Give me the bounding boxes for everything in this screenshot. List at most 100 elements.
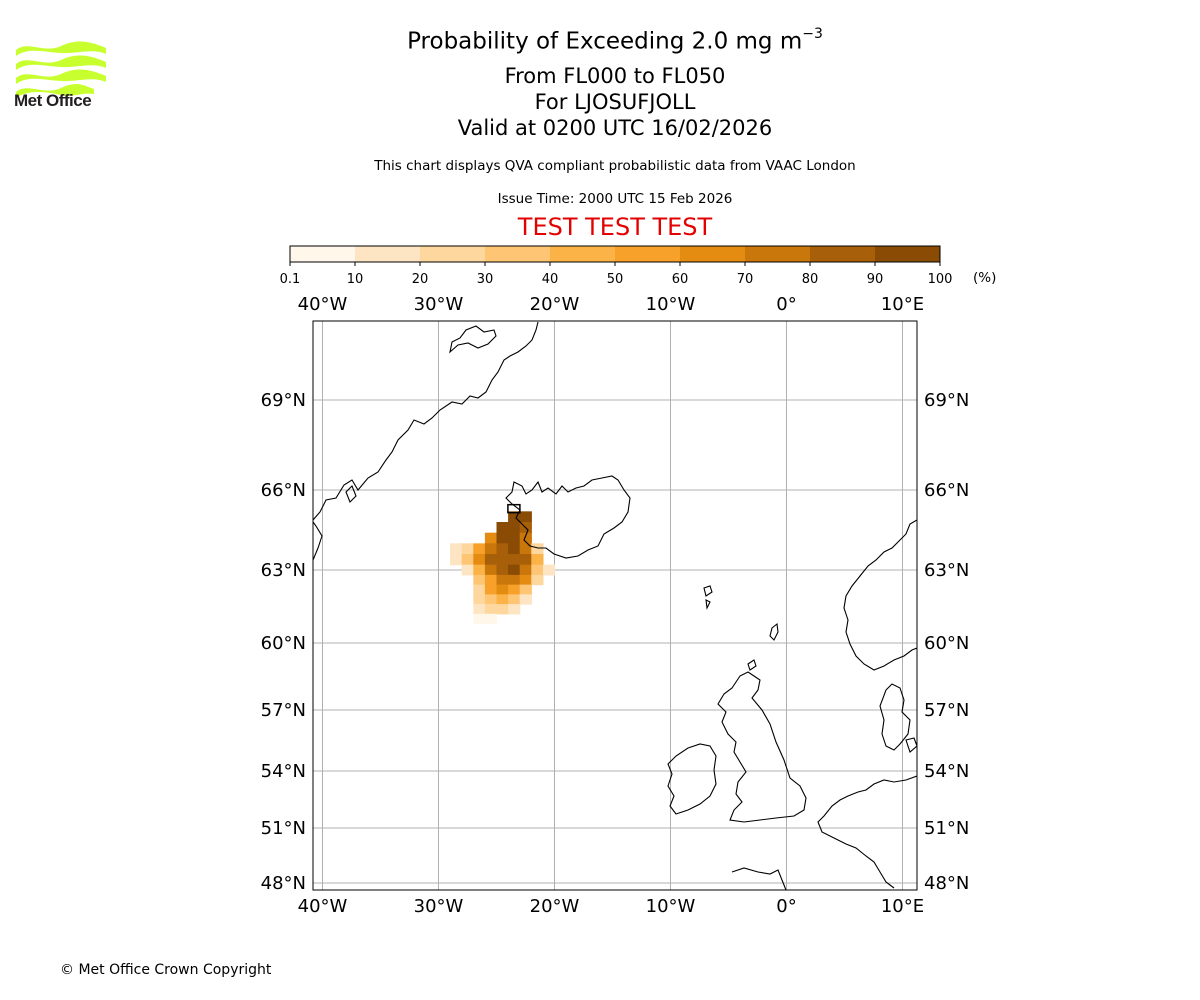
plume-cell xyxy=(496,584,509,595)
latitude-label: 60°N xyxy=(924,633,969,654)
plume-cell xyxy=(473,604,486,615)
plume-cell xyxy=(542,564,556,576)
logo-wave-1 xyxy=(16,41,106,56)
colorbar-tick-label: 100 xyxy=(928,272,953,287)
plume-cell xyxy=(484,554,498,566)
met-office-logo-text: Met Office xyxy=(14,91,92,110)
latitude-label: 57°N xyxy=(924,700,969,721)
volcano-name: For LJOSUFJOLL xyxy=(534,90,696,114)
plume-cell xyxy=(508,522,521,534)
plume-cell xyxy=(461,564,474,576)
plume-cell xyxy=(531,564,544,576)
latitude-label: 66°N xyxy=(924,480,969,501)
longitude-label: 20°W xyxy=(530,294,580,315)
colorbar-tick-label: 50 xyxy=(607,272,624,287)
plume-cell xyxy=(519,532,532,544)
ireland-coast xyxy=(667,743,717,815)
volcano-marker xyxy=(507,503,521,514)
latitude-label: 63°N xyxy=(261,560,306,581)
colorbar-segment xyxy=(485,246,551,262)
plume-cell xyxy=(484,574,498,586)
faroe-islands xyxy=(703,585,713,610)
plume-cell xyxy=(508,594,521,605)
longitude-label: 30°W xyxy=(414,896,464,917)
colorbar-segment xyxy=(875,246,941,262)
plume-cell xyxy=(496,554,509,566)
plume-cell xyxy=(473,584,486,595)
plume-cell xyxy=(473,554,486,566)
plume-cell xyxy=(484,613,498,625)
iceland-coast xyxy=(505,475,631,559)
map-background xyxy=(313,321,917,890)
colorbar-segment xyxy=(290,246,356,262)
orkney-islands xyxy=(747,659,757,671)
latitude-label: 51°N xyxy=(261,818,306,839)
plume-cell xyxy=(496,574,509,586)
plume-cell xyxy=(508,543,521,555)
longitude-label: 10°W xyxy=(646,896,696,917)
plume-cell xyxy=(519,511,532,523)
plume-cell xyxy=(519,584,532,595)
longitude-label: 40°W xyxy=(298,896,348,917)
plume-cell xyxy=(461,554,474,566)
plume-cell xyxy=(519,543,532,555)
longitude-label: 30°W xyxy=(414,294,464,315)
plume-cell xyxy=(496,594,509,605)
plume-cell xyxy=(519,554,532,566)
plume-cell xyxy=(473,543,486,555)
copyright-notice: © Met Office Crown Copyright xyxy=(60,962,272,978)
gridlines xyxy=(313,321,917,890)
colorbar: 0.1 10 20 30 40 50 60 70 80 90 100 xyxy=(280,245,953,287)
colorbar-tick-label: 30 xyxy=(477,272,494,287)
plume-cell xyxy=(473,613,486,625)
plume-cell xyxy=(508,584,521,595)
colorbar-segment xyxy=(680,246,746,262)
plume-cell xyxy=(531,543,544,555)
chart-title: Probability of Exceeding 2.0 mg m−3 xyxy=(407,26,823,55)
longitude-label: 10°E xyxy=(881,294,924,315)
colorbar-tick-label: 90 xyxy=(867,272,884,287)
ash-probability-plume xyxy=(450,503,556,625)
latitude-label: 48°N xyxy=(261,873,306,894)
latitude-labels-left: 69°N 66°N 63°N 60°N 57°N 54°N 51°N 48°N xyxy=(261,390,306,894)
plume-cell xyxy=(450,554,463,566)
flight-levels: From FL000 to FL050 xyxy=(504,64,726,88)
plume-cell xyxy=(484,543,498,555)
longitude-labels-bottom: 40°W 30°W 20°W 10°W 0° 10°E xyxy=(298,896,924,917)
colorbar-unit: (%) xyxy=(973,270,997,286)
latitude-label: 63°N xyxy=(924,560,969,581)
plume-cell xyxy=(496,564,509,576)
colorbar-tick-label: 10 xyxy=(347,272,364,287)
latitude-label: 54°N xyxy=(261,761,306,782)
latitude-label: 60°N xyxy=(261,633,306,654)
great-britain-coast xyxy=(717,671,807,823)
longitude-label: 40°W xyxy=(298,294,348,315)
plume-cell xyxy=(484,584,498,595)
plume-cell xyxy=(496,604,509,615)
logo-wave-3 xyxy=(16,69,106,84)
plume-cell xyxy=(473,564,486,576)
colorbar-tick-label: 80 xyxy=(802,272,819,287)
plume-cell xyxy=(519,574,532,586)
plume-cell xyxy=(450,543,463,555)
colorbar-segment xyxy=(355,246,421,262)
plume-cell xyxy=(508,532,521,544)
met-office-logo xyxy=(16,41,106,98)
longitude-label: 0° xyxy=(776,294,796,315)
greenland-coast xyxy=(313,321,539,561)
latitude-label: 69°N xyxy=(261,390,306,411)
colorbar-segment xyxy=(810,246,876,262)
latitude-label: 66°N xyxy=(261,480,306,501)
plume-cell xyxy=(484,594,498,605)
map-frame xyxy=(312,320,918,891)
colorbar-tick-label: 0.1 xyxy=(280,272,301,287)
issue-time: Issue Time: 2000 UTC 15 Feb 2026 xyxy=(497,191,733,207)
plume-cell xyxy=(496,522,509,534)
latitude-label: 54°N xyxy=(924,761,969,782)
plume-cell xyxy=(484,564,498,576)
colorbar-segment xyxy=(550,246,616,262)
latitude-label: 69°N xyxy=(924,390,969,411)
plume-cell xyxy=(531,554,544,566)
latitude-label: 48°N xyxy=(924,873,969,894)
longitude-label: 20°W xyxy=(530,896,580,917)
